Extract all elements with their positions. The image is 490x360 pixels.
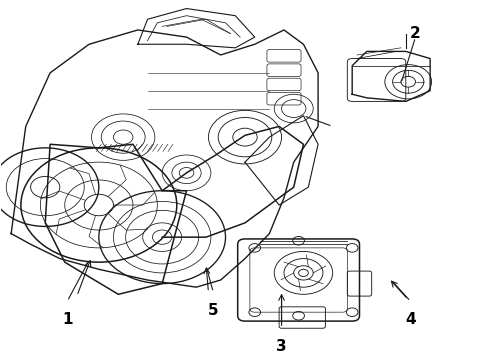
Text: 3: 3 bbox=[276, 339, 287, 354]
Text: 4: 4 bbox=[405, 312, 416, 327]
Text: 1: 1 bbox=[62, 312, 73, 327]
Text: 5: 5 bbox=[208, 303, 219, 318]
Text: 2: 2 bbox=[410, 26, 421, 41]
